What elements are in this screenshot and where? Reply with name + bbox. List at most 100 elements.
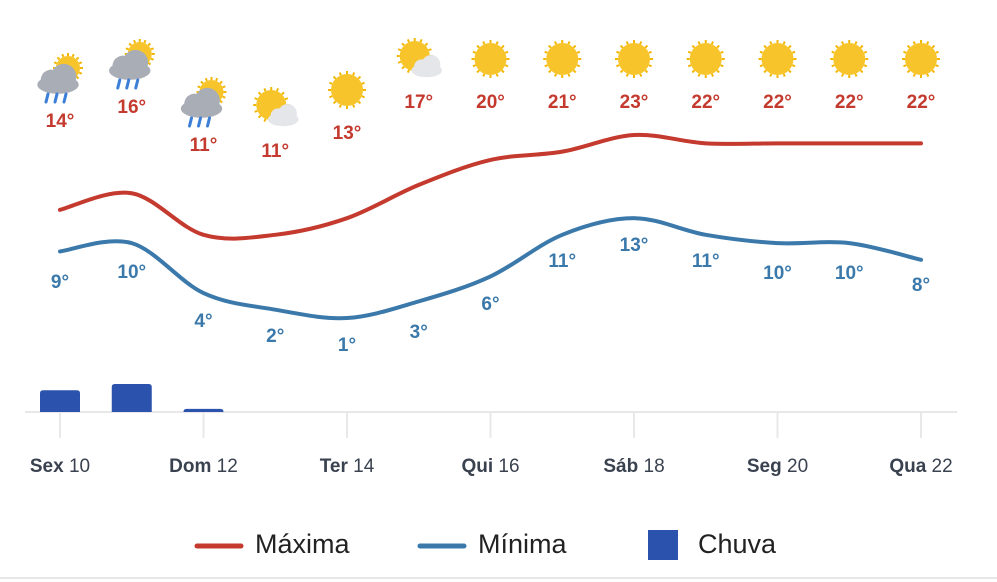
value-label: 9° xyxy=(51,272,69,293)
sun-ray xyxy=(572,44,577,49)
legend-label: Chuva xyxy=(698,529,777,559)
sun-ray xyxy=(472,50,477,54)
rain-drop xyxy=(206,116,211,128)
cloud xyxy=(278,104,297,123)
sun-ray xyxy=(619,69,624,74)
sun-ray xyxy=(576,50,581,54)
sun-ray xyxy=(791,64,796,68)
weather-icon xyxy=(328,71,366,109)
weather-icon xyxy=(37,53,83,104)
sun-ray xyxy=(56,56,61,61)
sun-ray xyxy=(854,41,858,45)
sun-ray xyxy=(759,64,764,68)
sun-ray xyxy=(788,69,792,74)
sun-ray xyxy=(406,38,410,43)
rain-drop xyxy=(197,116,202,128)
sun-ray xyxy=(361,95,365,99)
x-tick-label: Dom 12 xyxy=(169,456,238,477)
cloud xyxy=(421,55,441,74)
value-label: 13° xyxy=(333,123,362,144)
sun-ray xyxy=(548,69,552,74)
sun-ray xyxy=(397,60,402,64)
sun-ray xyxy=(219,80,223,85)
sun-ray xyxy=(782,41,786,45)
legend-label: Máxima xyxy=(255,529,350,559)
sun-ray xyxy=(548,44,552,49)
rain-bar xyxy=(40,390,80,412)
value-label: 14° xyxy=(46,111,75,132)
value-label: 10° xyxy=(117,262,146,283)
sun-ray xyxy=(863,64,868,68)
sun-ray xyxy=(495,41,499,45)
rain-drop xyxy=(62,92,68,104)
sun-ray xyxy=(357,100,362,105)
sun-ray xyxy=(476,44,480,49)
value-label: 11° xyxy=(190,135,218,156)
legend-swatch xyxy=(648,530,678,560)
sun-ray xyxy=(791,50,796,54)
sun xyxy=(618,43,650,75)
sun-ray xyxy=(841,41,845,45)
sun-ray xyxy=(859,44,864,49)
sun-ray xyxy=(150,47,154,51)
x-tick-label: Sex 10 xyxy=(30,456,90,477)
value-label: 10° xyxy=(763,263,792,284)
sun xyxy=(905,43,937,75)
weather-icon xyxy=(615,40,653,78)
sun-ray xyxy=(720,64,724,68)
sun-ray xyxy=(831,64,835,68)
sun xyxy=(331,74,363,106)
sun-ray xyxy=(687,50,692,54)
sun-ray xyxy=(854,73,858,77)
sun-ray xyxy=(338,72,342,76)
sun-ray xyxy=(687,64,692,68)
sun-ray xyxy=(619,44,624,49)
sun-ray xyxy=(200,80,204,85)
sun-ray xyxy=(720,50,724,54)
sun-ray xyxy=(352,72,356,76)
sun-ray xyxy=(397,48,402,52)
sun-ray xyxy=(61,53,65,58)
sun-ray xyxy=(128,42,132,47)
sun xyxy=(833,43,866,75)
sun-ray xyxy=(691,44,696,49)
value-label: 4° xyxy=(194,311,212,332)
sun-ray xyxy=(482,73,486,77)
cloud xyxy=(194,87,220,114)
sun-ray xyxy=(759,50,764,54)
sun-ray xyxy=(281,91,285,96)
sun-ray xyxy=(143,39,147,44)
sun-ray xyxy=(903,64,907,68)
sun-ray xyxy=(710,73,714,77)
sun-ray xyxy=(906,44,911,49)
sun-ray xyxy=(215,77,219,82)
rain-drop xyxy=(134,78,140,90)
sun-ray xyxy=(504,50,509,54)
sun-ray xyxy=(222,95,226,99)
sun-ray xyxy=(639,41,643,45)
weather-icon xyxy=(758,40,797,78)
sun-ray xyxy=(926,73,930,77)
weather-icon xyxy=(253,87,299,127)
value-label: 13° xyxy=(620,235,649,256)
sun-ray xyxy=(912,41,916,45)
sun-ray xyxy=(125,47,130,51)
sun xyxy=(689,43,722,75)
value-label: 11° xyxy=(692,251,720,272)
value-label: 22° xyxy=(907,92,936,113)
sun-ray xyxy=(150,57,154,61)
sun-ray xyxy=(197,85,201,89)
value-label: 3° xyxy=(410,322,428,343)
sun-ray xyxy=(644,44,649,49)
value-label: 10° xyxy=(835,263,864,284)
x-tick-label: Ter 14 xyxy=(320,456,375,477)
sun-ray xyxy=(625,41,629,45)
sun-ray xyxy=(554,41,558,45)
sun-ray xyxy=(284,97,289,101)
value-label: 11° xyxy=(548,251,576,272)
sun-ray xyxy=(763,69,767,74)
sun-ray xyxy=(788,44,792,49)
rain-bar xyxy=(111,384,152,412)
sun-ray xyxy=(352,104,356,108)
sun-ray xyxy=(769,41,773,45)
